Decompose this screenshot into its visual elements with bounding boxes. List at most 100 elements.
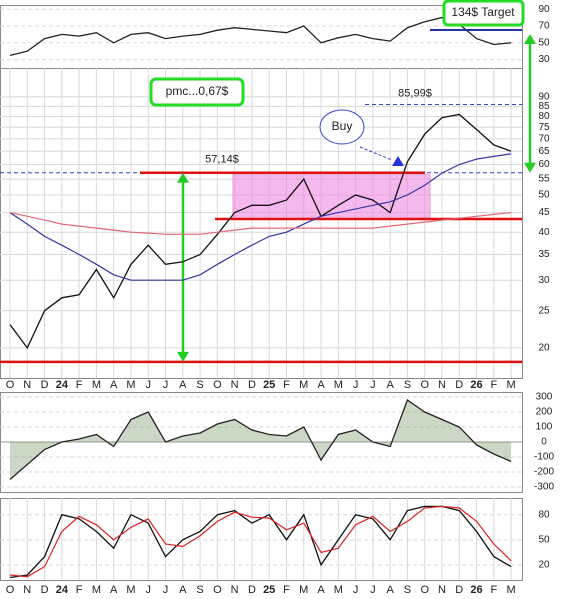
- series-line: [9, 212, 512, 235]
- annotation: Buy: [332, 119, 353, 133]
- x-tick-label: J: [163, 584, 169, 596]
- x-tick-label: O: [6, 379, 15, 391]
- x-tick-label: 26: [470, 584, 482, 596]
- x-tick-label: M: [334, 584, 343, 596]
- y-tick-label: 200: [536, 407, 553, 418]
- x-tick-label: 24: [56, 584, 69, 596]
- x-tick-label: D: [41, 584, 49, 596]
- x-tick-label: 24: [56, 379, 69, 391]
- x-tick-label: N: [438, 379, 446, 391]
- x-tick-label: J: [370, 584, 376, 596]
- x-tick-label: O: [6, 584, 15, 596]
- x-tick-label: A: [110, 584, 118, 596]
- y-tick-label: 0: [541, 437, 547, 448]
- y-tick-label: 50: [538, 534, 550, 545]
- series-line: [9, 113, 512, 350]
- x-tick-label: D: [455, 379, 463, 391]
- x-tick-label: D: [248, 379, 256, 391]
- x-tick-label: N: [231, 379, 239, 391]
- range-box: [232, 174, 431, 220]
- buy-pointer: [359, 146, 393, 161]
- x-tick-label: O: [213, 584, 222, 596]
- y-tick-label: -100: [534, 452, 554, 463]
- x-tick-label: N: [231, 584, 239, 596]
- y-tick-label: 50: [538, 37, 550, 48]
- x-tick-label: A: [386, 584, 394, 596]
- y-tick-label: 90: [538, 92, 550, 103]
- x-tick-label: N: [23, 379, 31, 391]
- annotation-box: [149, 77, 245, 107]
- x-tick-label: N: [23, 584, 31, 596]
- y-tick-label: 60: [538, 159, 550, 170]
- x-tick-label: 25: [263, 584, 275, 596]
- x-tick-label: D: [455, 584, 463, 596]
- x-tick-label: D: [41, 379, 49, 391]
- x-tick-label: M: [299, 584, 308, 596]
- level-label: 85,99$: [398, 87, 432, 99]
- y-tick-label: -300: [534, 482, 554, 493]
- x-tick-label: A: [179, 379, 187, 391]
- x-tick-label: M: [92, 379, 101, 391]
- x-tick-label: M: [507, 584, 516, 596]
- x-tick-label: S: [404, 379, 411, 391]
- y-tick-label: 40: [538, 227, 550, 238]
- x-tick-label: A: [179, 584, 187, 596]
- level-label: 57,14$: [205, 154, 239, 166]
- y-tick-label: 30: [538, 275, 550, 286]
- y-tick-label: 20: [538, 343, 550, 354]
- x-tick-label: A: [386, 379, 394, 391]
- series-line: [9, 153, 512, 281]
- buy-triangle: [392, 156, 404, 166]
- x-tick-label: M: [507, 379, 516, 391]
- x-tick-label: D: [248, 584, 256, 596]
- annotation: pmc...0,67$: [166, 84, 229, 98]
- x-tick-label: J: [353, 584, 359, 596]
- x-tick-label: M: [334, 379, 343, 391]
- y-tick-label: 300: [536, 392, 553, 403]
- y-tick-label: 80: [538, 509, 550, 520]
- x-tick-label: F: [283, 379, 290, 391]
- series-line: [9, 16, 512, 57]
- x-tick-label: A: [110, 379, 118, 391]
- x-tick-label: F: [76, 379, 83, 391]
- x-tick-label: O: [213, 379, 222, 391]
- x-tick-label: S: [196, 584, 203, 596]
- x-tick-label: A: [317, 584, 325, 596]
- y-tick-label: 35: [538, 249, 550, 260]
- y-tick-label: 90: [538, 4, 550, 15]
- y-tick-label: 70: [538, 21, 550, 32]
- y-tick-label: 50: [538, 190, 550, 201]
- x-tick-label: M: [299, 379, 308, 391]
- x-tick-label: 25: [263, 379, 275, 391]
- y-tick-label: 55: [538, 174, 550, 185]
- series-line: [9, 505, 512, 578]
- y-tick-label: -200: [534, 467, 554, 478]
- y-tick-label: 85: [538, 101, 550, 112]
- x-tick-label: A: [317, 379, 325, 391]
- annotation: 134$ Target: [451, 5, 515, 19]
- x-tick-label: S: [196, 379, 203, 391]
- x-tick-label: J: [370, 379, 376, 391]
- x-tick-label: O: [420, 584, 429, 596]
- x-tick-label: M: [126, 379, 135, 391]
- x-tick-label: M: [92, 584, 101, 596]
- y-tick-label: 70: [538, 133, 550, 144]
- series-line: [9, 505, 512, 579]
- y-tick-label: 30: [538, 54, 550, 65]
- x-tick-label: F: [490, 379, 497, 391]
- series-line: [9, 398, 512, 480]
- x-tick-label: F: [283, 584, 290, 596]
- y-tick-label: 20: [538, 560, 550, 571]
- y-tick-label: 45: [538, 207, 550, 218]
- y-tick-label: 75: [538, 122, 550, 133]
- y-tick-label: 100: [536, 422, 553, 433]
- y-tick-label: 80: [538, 111, 550, 122]
- buy-circle: [319, 109, 365, 145]
- y-tick-label: 65: [538, 146, 550, 157]
- x-tick-label: O: [420, 379, 429, 391]
- x-tick-label: F: [490, 584, 497, 596]
- cci-area: [10, 400, 512, 480]
- x-tick-label: M: [126, 584, 135, 596]
- x-tick-label: N: [438, 584, 446, 596]
